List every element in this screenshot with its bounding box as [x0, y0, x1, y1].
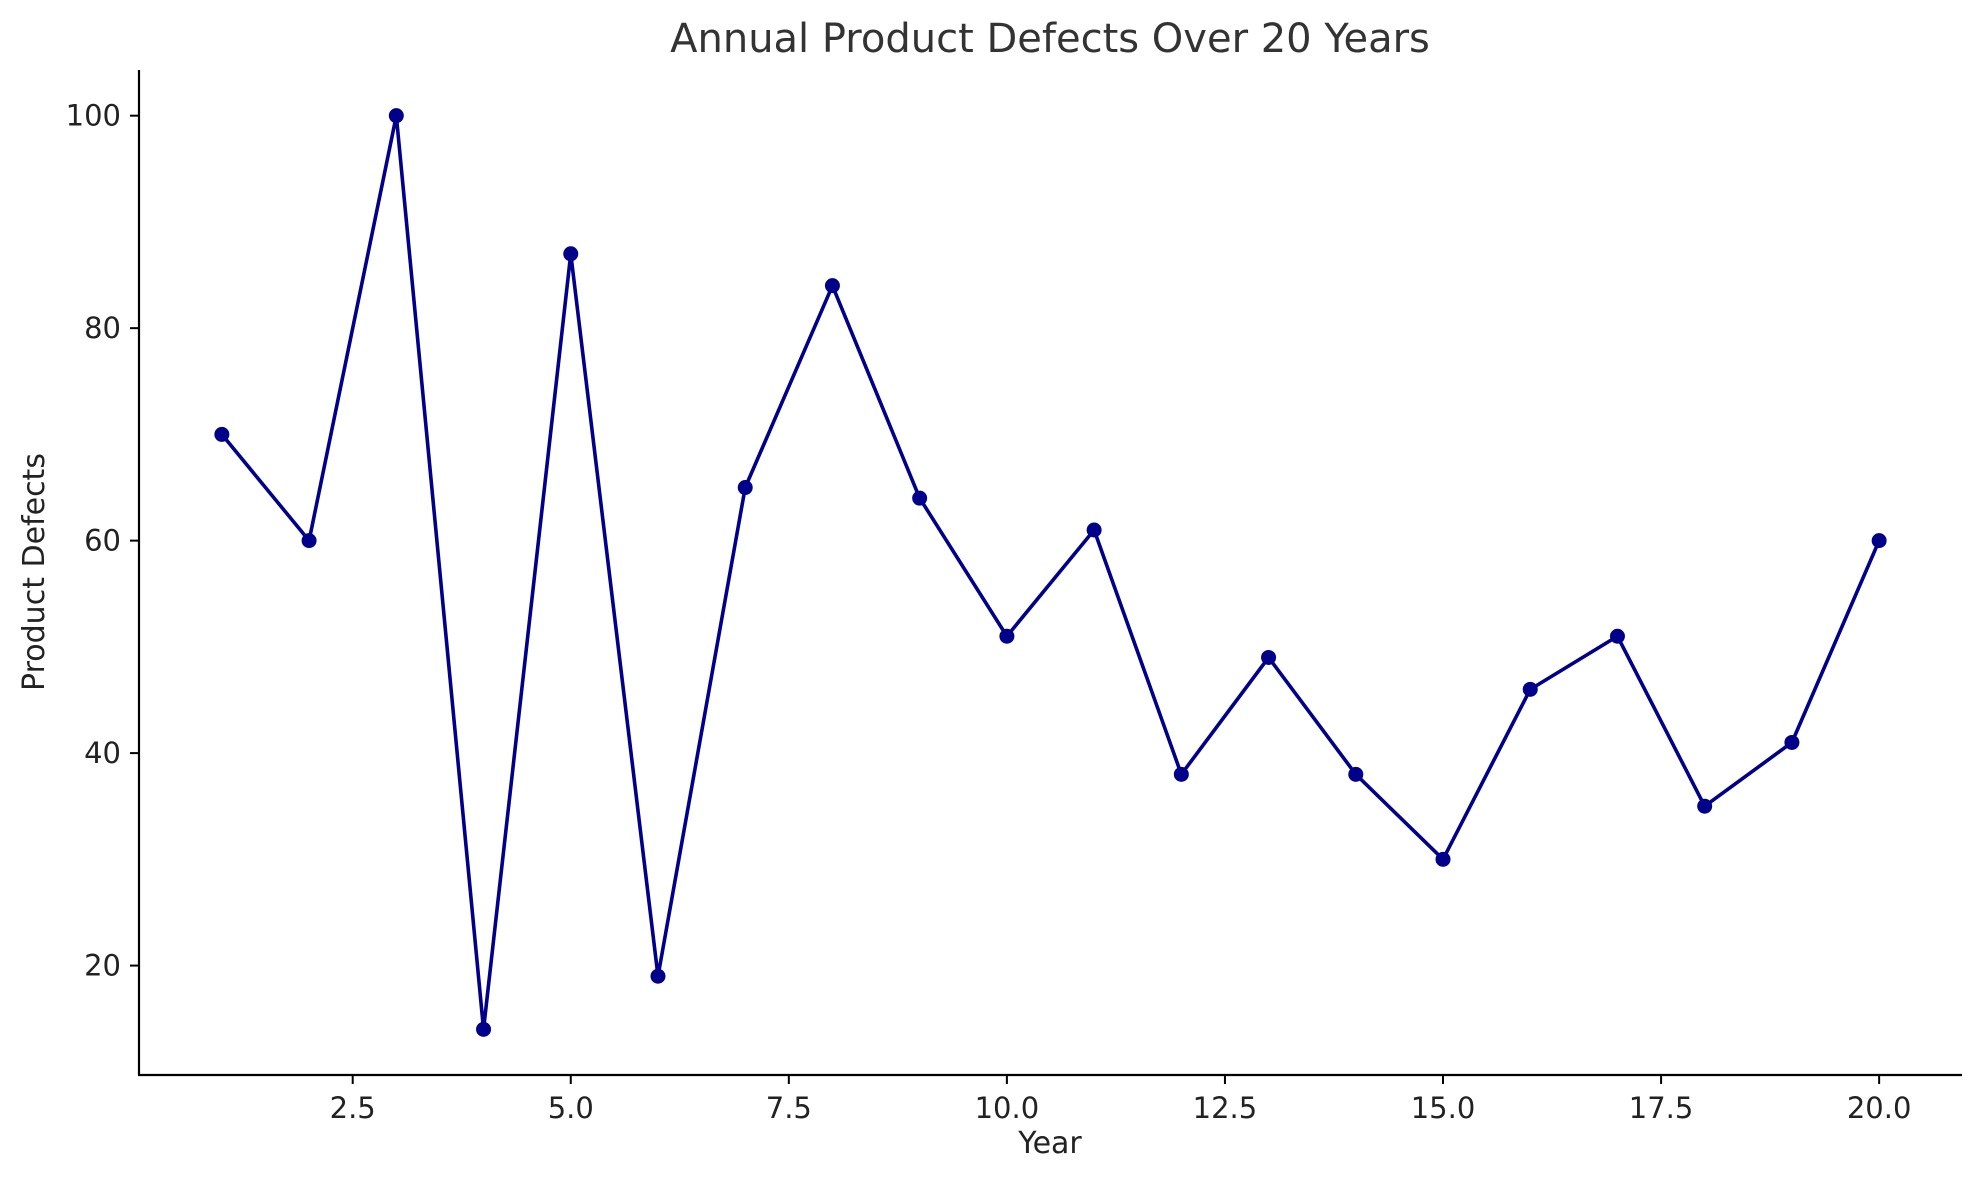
- data-point: [1261, 649, 1277, 665]
- data-point: [1871, 533, 1887, 549]
- data-point: [824, 278, 840, 294]
- data-point: [650, 968, 666, 984]
- x-tick-label: 7.5: [766, 1091, 812, 1125]
- y-axis-label: Product Defects: [17, 453, 52, 691]
- data-point: [301, 533, 317, 549]
- x-tick-label: 17.5: [1629, 1091, 1694, 1125]
- data-point: [1435, 851, 1451, 867]
- y-tick-label: 20: [84, 949, 121, 983]
- x-tick-label: 12.5: [1193, 1091, 1258, 1125]
- x-tick-label: 15.0: [1411, 1091, 1476, 1125]
- y-ticks: 20 40 60 80 100: [66, 99, 139, 983]
- data-point: [999, 628, 1015, 644]
- data-point: [1173, 766, 1189, 782]
- axes: [137, 70, 1962, 1077]
- plot-area: [214, 108, 1887, 1037]
- data-point: [737, 480, 753, 496]
- y-tick-label: 60: [84, 524, 121, 558]
- data-point: [388, 108, 404, 124]
- data-point: [1086, 522, 1102, 538]
- data-point: [912, 490, 928, 506]
- y-tick-label: 40: [84, 736, 121, 770]
- data-point: [214, 426, 230, 442]
- x-ticks: 2.5 5.0 7.5 10.0 12.5 15.0 17.5 20.0: [330, 1075, 1912, 1125]
- data-point: [1522, 681, 1538, 697]
- y-tick-label: 80: [84, 311, 121, 345]
- data-point: [1609, 628, 1625, 644]
- chart-title: Annual Product Defects Over 20 Years: [670, 16, 1430, 62]
- x-axis-label: Year: [1017, 1126, 1082, 1161]
- data-point: [1784, 734, 1800, 750]
- series-line: [220, 113, 1881, 1032]
- data-point: [563, 246, 579, 262]
- y-tick-label: 100: [66, 99, 121, 133]
- x-tick-label: 2.5: [330, 1091, 376, 1125]
- x-tick-label: 20.0: [1847, 1091, 1912, 1125]
- data-point: [1348, 766, 1364, 782]
- x-tick-label: 10.0: [975, 1091, 1040, 1125]
- x-tick-label: 5.0: [548, 1091, 594, 1125]
- data-point: [476, 1021, 492, 1037]
- data-point: [1697, 798, 1713, 814]
